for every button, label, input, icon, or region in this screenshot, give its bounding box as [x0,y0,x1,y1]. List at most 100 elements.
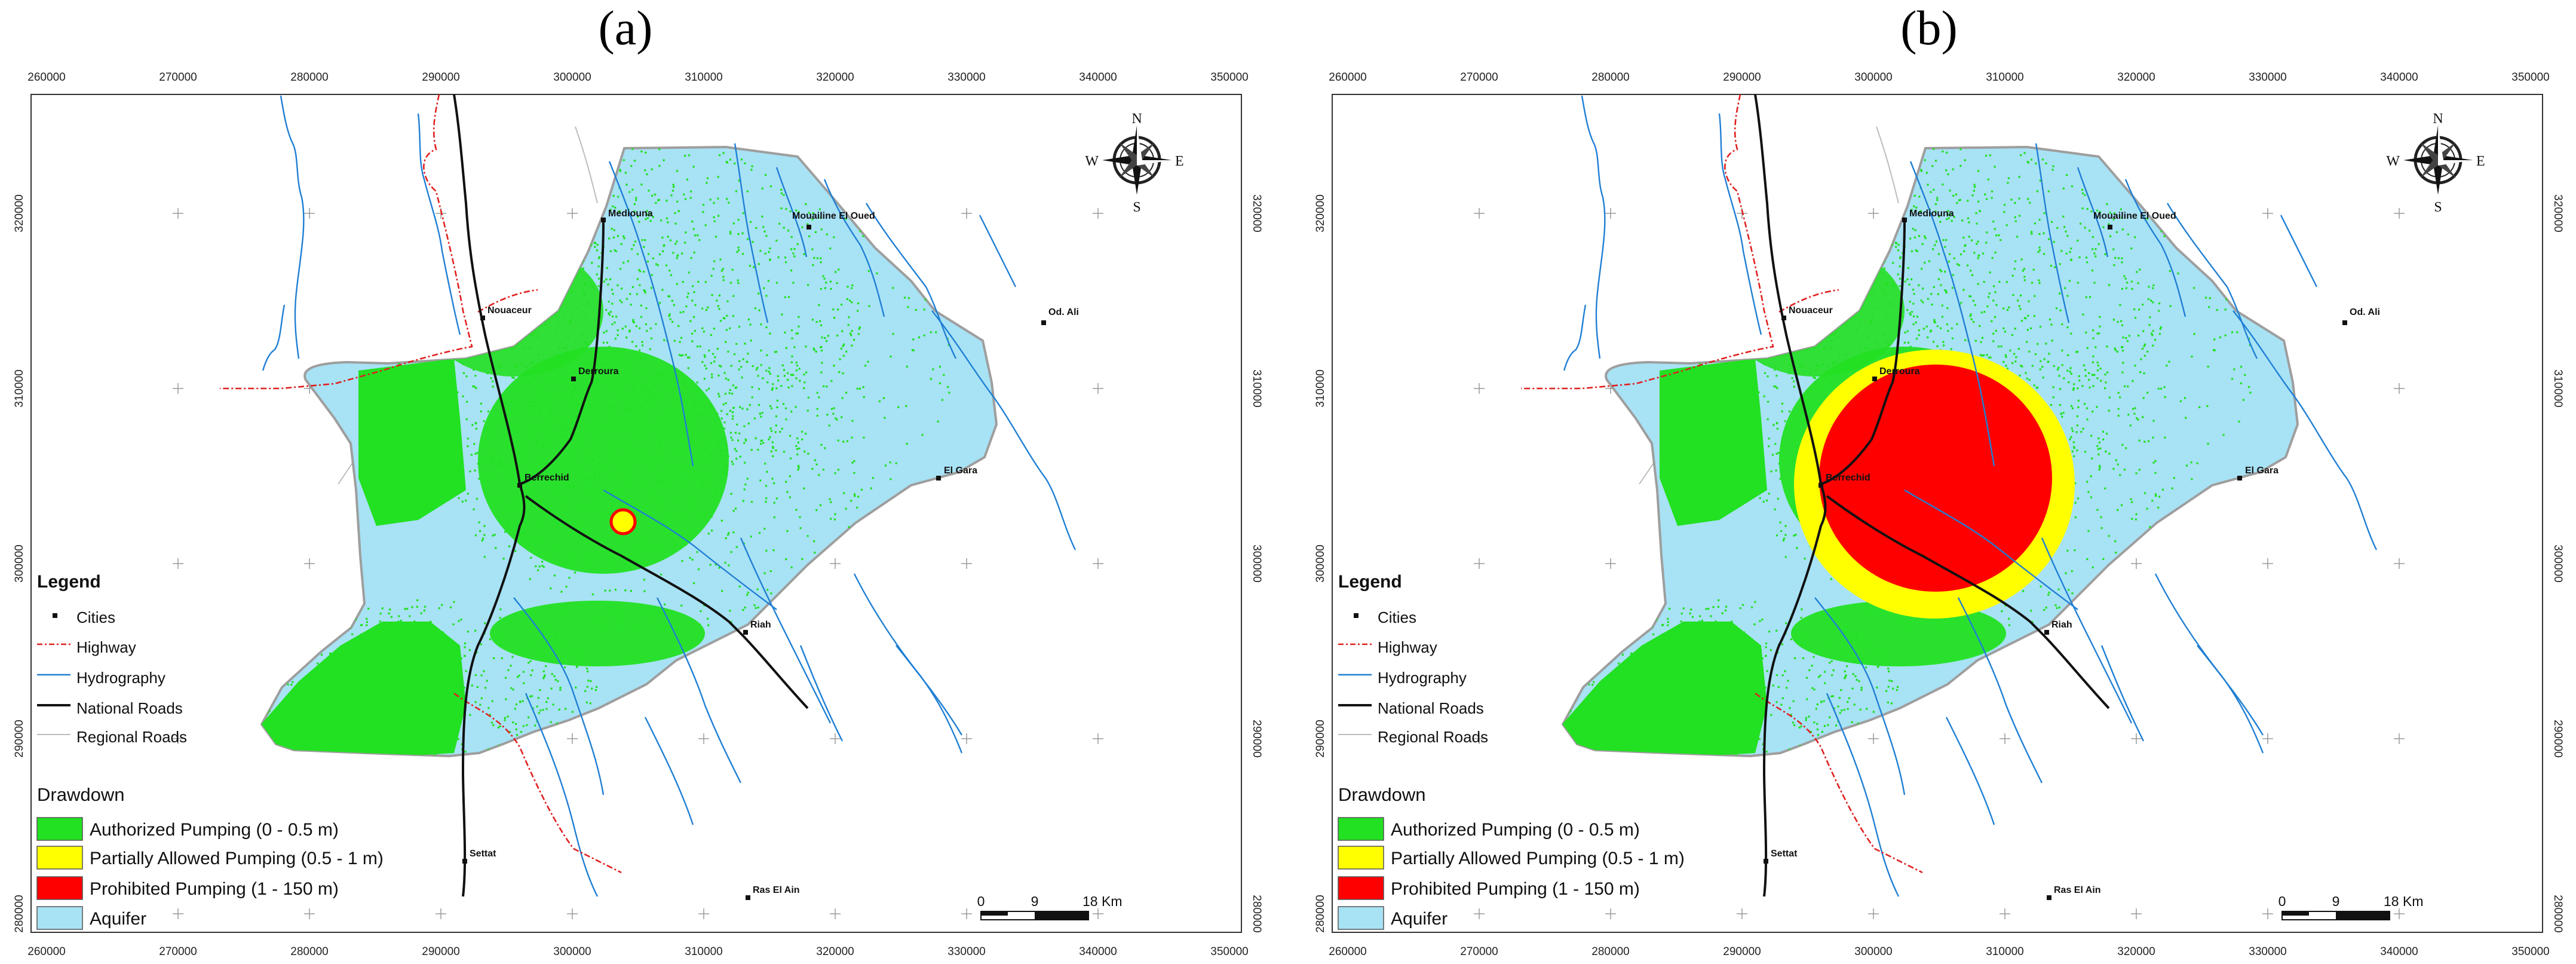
map-frame-right-ticks-a: 320000 310000 300000 290000 280000 [1250,194,1263,932]
drawdown-title: Drawdown [1338,784,1425,805]
city-mediouna: Mediouna [1902,209,1954,222]
national-road [453,94,809,897]
city-marker [2108,225,2112,229]
legend-title: Legend [1338,572,1402,592]
compass-w: W [1085,154,1099,169]
x-tick-bottom: 290000 [422,945,459,958]
scale-label: 9 [2332,893,2340,909]
x-tick-top: 330000 [2249,71,2286,84]
x-tick-bottom: 270000 [1460,945,1498,958]
scale-label: 9 [1031,893,1039,909]
y-tick-left: 300000 [1314,544,1327,582]
legend-symbol-cities [53,613,57,618]
legend-item-label: Cities [76,608,115,626]
x-tick-top: 310000 [1986,71,2023,84]
city-rasalain: Ras El Ain [746,885,800,900]
city-marker [1818,483,1823,488]
city-mouailine: Mouailine El Oued [2093,211,2176,229]
legend: Legend Cities Highway Hydrography National R… [1338,572,1488,746]
y-tick-left: 310000 [13,369,26,407]
x-tick-top: 310000 [685,71,722,84]
drawdown-title: Drawdown [37,784,124,805]
city-marker [2044,630,2049,635]
map-panel-a: (a) 260000 270000 280000 290000 300000 3… [13,1,1263,958]
x-tick-bottom: 340000 [2380,945,2418,958]
city-label: Mediouna [1909,209,1954,219]
map-frame-right-ticks-b: 320000 310000 300000 290000 280000 [2552,194,2564,932]
drawdown-swatch [1338,876,1384,900]
city-marker [462,859,467,864]
panel-title-b: (b) [1900,1,1958,55]
city-label: Od. Ali [1048,307,1079,317]
x-tick-bottom: 320000 [816,945,854,958]
drawdown-swatch [1338,846,1384,870]
city-marker [1781,316,1786,320]
city-label: El Gara [944,466,977,476]
x-tick-top: 260000 [27,71,65,84]
y-tick-left: 320000 [1314,194,1327,232]
scale-bar: 0 9 18 Km [2278,893,2423,920]
city-label: Derroura [578,366,619,377]
city-marker [936,476,941,481]
map-content: Mediouna Mouailine El Oued Od. Ali Nouaceur… [1338,94,2485,930]
city-marker [480,316,485,320]
city-marker [1041,320,1046,325]
highway [1521,94,1923,874]
city-derroura: Derroura [1872,366,1920,381]
north-arrow-icon: N S E W [1085,111,1183,215]
legend-item-label: National Roads [76,699,183,717]
x-tick-bottom: 300000 [553,945,591,958]
legend-title: Legend [37,572,101,592]
city-label: Mediouna [608,209,653,219]
authorized-zone [478,347,729,574]
compass-s: S [1133,200,1140,215]
compass-w: W [2386,154,2400,169]
city-label: Mouailine El Oued [792,211,875,221]
city-label: Nouaceur [487,305,532,316]
x-tick-bottom: 300000 [1854,945,1892,958]
north-arrow-icon: N S E W [2386,111,2485,215]
city-label: Ras El Ain [2054,885,2101,895]
map-frame-bottom-ticks-a: 260000 270000 280000 290000 300000 31000… [27,945,1248,958]
scale-label: 18 Km [1082,893,1122,909]
city-marker [601,218,606,222]
city-settat: Settat [1764,849,1798,864]
legend-item-label: Highway [1378,638,1437,656]
compass-e: E [1175,154,1184,169]
city-riah: Riah [743,620,771,635]
city-marker [1764,859,1768,864]
drawdown-item-label: Aquifer [1391,909,1448,929]
authorized-zone [1660,359,1767,526]
y-tick-right: 290000 [1250,720,1263,757]
city-mediouna: Mediouna [601,209,653,222]
city-marker [806,225,811,229]
x-tick-bottom: 310000 [685,945,722,958]
hydrography [1563,95,2378,897]
city-derroura: Derroura [571,366,619,381]
y-tick-left: 280000 [1314,895,1327,932]
city-marker [517,483,522,488]
drawdown-item-label: Authorized Pumping (0 - 0.5 m) [90,820,339,840]
x-tick-bottom: 260000 [1329,945,1366,958]
x-tick-top: 340000 [1079,71,1117,84]
city-elgara: El Gara [936,466,977,481]
city-marker [1902,218,1907,222]
scale-label: 18 Km [2384,893,2423,909]
x-tick-bottom: 310000 [1986,945,2023,958]
x-tick-top: 290000 [422,71,459,84]
hydrography [262,95,1077,897]
map-frame-top-ticks-a: 260000 270000 280000 290000 300000 31000… [27,71,1248,84]
highway [220,94,622,874]
drawdown-zones [1563,147,2252,756]
map-frame-left-ticks-b: 320000 310000 300000 290000 280000 [1314,194,1327,932]
y-tick-right: 320000 [2552,194,2564,232]
city-label: El Gara [2245,466,2278,476]
city-odali: Od. Ali [1041,307,1079,325]
city-label: Settat [470,849,496,859]
y-tick-right: 310000 [2552,369,2564,407]
scale-bar: 0 9 18 Km [977,893,1122,920]
y-tick-right: 280000 [1250,895,1263,932]
drawdown-swatch [36,846,83,870]
y-tick-right: 300000 [1250,544,1263,582]
prohibited-cone [609,508,637,535]
